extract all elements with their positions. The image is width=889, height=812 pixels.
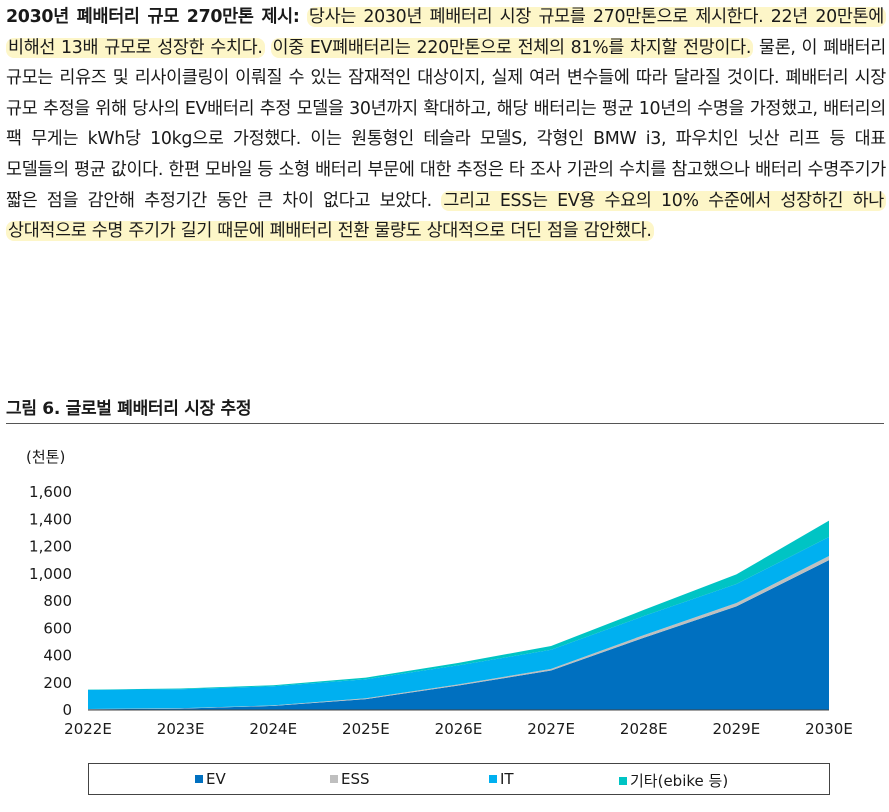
y-tick-label: 1,600 — [29, 483, 72, 501]
x-tick-label: 2026E — [435, 720, 483, 738]
x-tick-label: 2030E — [805, 720, 853, 738]
y-tick-label: 1,400 — [29, 510, 72, 528]
x-tick-label: 2025E — [342, 720, 390, 738]
description-paragraph: 2030년 폐배터리 규모 270만톤 제시: 당사는 2030년 폐배터리 시… — [6, 2, 886, 247]
y-tick-label: 1,200 — [29, 538, 72, 556]
y-tick-label: 800 — [43, 592, 72, 610]
legend-item: IT — [489, 770, 514, 788]
paragraph-body: 물론, 이 폐배터리 규모는 리유즈 및 리사이클링이 이뤄질 수 있는 잠재적… — [6, 37, 886, 211]
y-axis-unit: (천톤) — [26, 448, 66, 466]
paragraph-lead: 2030년 폐배터리 규모 270만톤 제시: — [6, 7, 300, 27]
x-tick-label: 2024E — [249, 720, 297, 738]
y-tick-label: 400 — [43, 647, 72, 665]
highlight-2: 이중 EV폐배터리는 220만톤으로 전체의 81%를 차지할 전망이다. — [270, 37, 754, 58]
legend-item: ESS — [330, 770, 370, 788]
legend-label: EV — [206, 770, 226, 788]
legend-item: 기타(ebike 등) — [619, 770, 728, 791]
y-tick-label: 0 — [62, 701, 72, 719]
figure-title: 그림 6. 글로벌 폐배터리 시장 추정 — [6, 399, 252, 419]
x-tick-label: 2028E — [620, 720, 668, 738]
legend-swatch — [489, 775, 497, 783]
area-series-0 — [88, 560, 829, 710]
y-tick-label: 200 — [43, 674, 72, 692]
y-tick-label: 1,000 — [29, 565, 72, 583]
y-tick-label: 600 — [43, 619, 72, 637]
legend-swatch — [330, 775, 338, 783]
legend-swatch — [619, 776, 627, 785]
x-tick-label: 2029E — [713, 720, 761, 738]
legend-label: 기타(ebike 등) — [630, 772, 729, 790]
x-tick-label: 2022E — [64, 720, 112, 738]
legend-label: IT — [500, 770, 514, 788]
market-area-chart: 0 200 400 600 800 1,000 1,200 1,400 1,600 2022E 20… — [29, 483, 853, 738]
legend-swatch — [195, 775, 203, 783]
area-series-2 — [88, 537, 829, 709]
x-tick-label: 2023E — [157, 720, 205, 738]
chart-legend: EV ESS IT 기타(ebike 등) — [88, 763, 830, 795]
legend-label: ESS — [341, 770, 370, 788]
figure-divider — [6, 423, 884, 424]
legend-item: EV — [195, 770, 226, 788]
x-tick-label: 2027E — [527, 720, 575, 738]
